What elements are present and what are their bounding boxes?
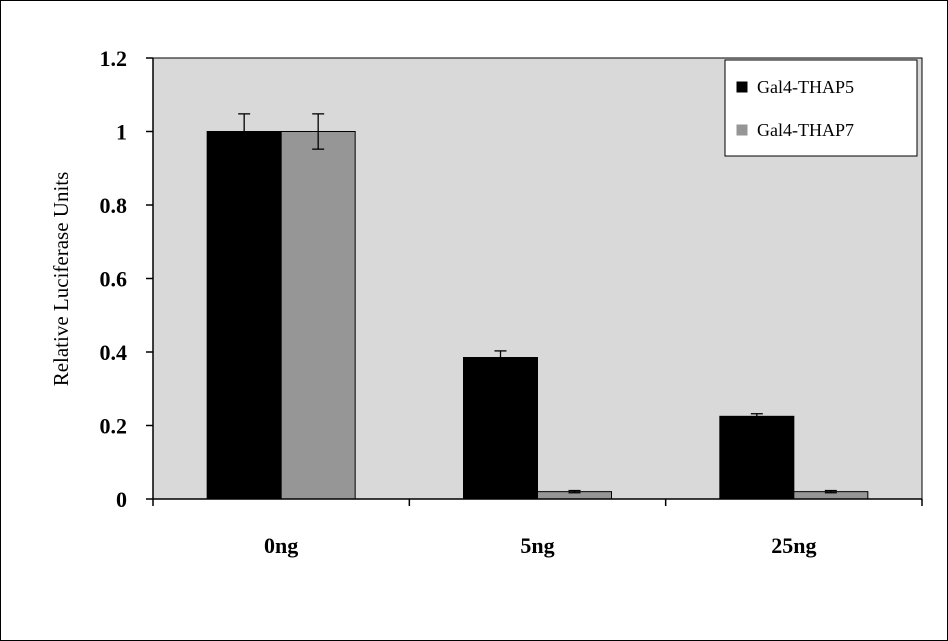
legend-label: Gal4-THAP5 bbox=[757, 77, 854, 97]
bar bbox=[463, 357, 538, 500]
x-category-label: 25ng bbox=[771, 533, 816, 558]
error-bars-group bbox=[238, 113, 837, 494]
y-tick-label: 0.2 bbox=[100, 414, 128, 439]
legend: Gal4-THAP5 Gal4-THAP7 bbox=[724, 59, 918, 157]
bar bbox=[206, 131, 282, 500]
x-axis-ticks: 0ng 5ng 25ng bbox=[152, 499, 923, 558]
y-tick-label: 0.4 bbox=[100, 340, 128, 365]
y-axis-ticks: 0 0.2 0.4 0.6 0.8 1 1.2 bbox=[100, 46, 153, 512]
bar bbox=[719, 415, 795, 500]
y-tick-label: 1 bbox=[116, 120, 127, 145]
y-tick-label: 0.8 bbox=[100, 193, 128, 218]
y-tick-label: 0.6 bbox=[100, 267, 128, 292]
legend-label: Gal4-THAP7 bbox=[757, 120, 854, 140]
x-category-label: 5ng bbox=[520, 533, 554, 558]
y-tick-label: 0 bbox=[116, 487, 127, 512]
legend-box bbox=[724, 59, 918, 157]
legend-swatch bbox=[736, 81, 748, 93]
x-category-label: 0ng bbox=[264, 533, 298, 558]
legend-swatch bbox=[736, 124, 748, 136]
y-axis-title: Relative Luciferase Units bbox=[49, 172, 73, 387]
bar bbox=[280, 131, 356, 500]
y-tick-label: 1.2 bbox=[100, 46, 128, 71]
